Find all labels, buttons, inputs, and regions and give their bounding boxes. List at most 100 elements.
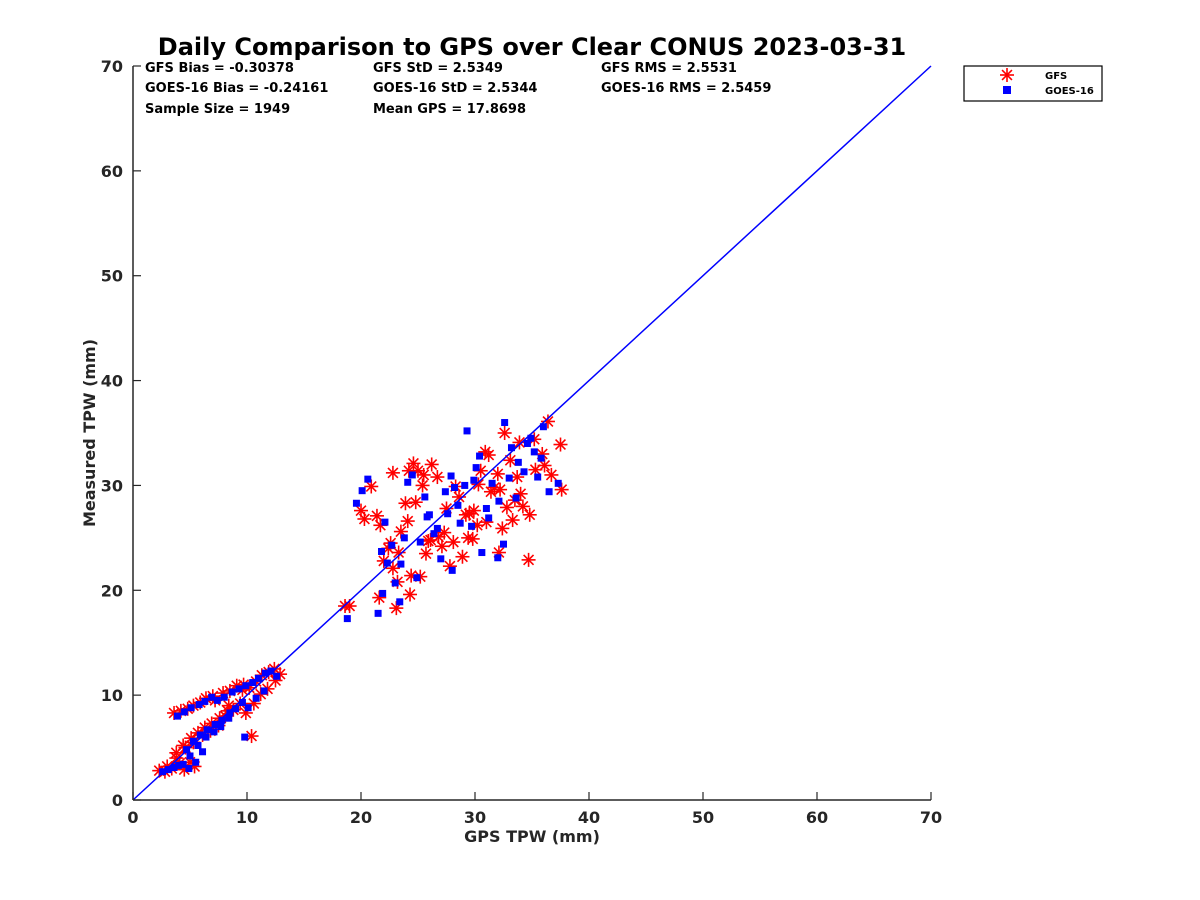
goes16-point bbox=[252, 694, 260, 702]
y-tick-label: 30 bbox=[101, 476, 123, 495]
goes16-point bbox=[494, 554, 502, 562]
goes16-point bbox=[396, 598, 404, 606]
goes16-point bbox=[400, 534, 408, 542]
goes16-point bbox=[254, 674, 262, 682]
x-tick-label: 50 bbox=[692, 808, 714, 827]
gfs-point bbox=[544, 467, 559, 482]
gfs-point bbox=[415, 478, 430, 493]
gfs-point bbox=[515, 499, 530, 514]
x-tick-label: 60 bbox=[806, 808, 828, 827]
goes16-point bbox=[512, 494, 520, 502]
goes16-point bbox=[189, 737, 197, 745]
goes16-point bbox=[391, 579, 399, 587]
gfs-point bbox=[385, 465, 400, 480]
goes16-point bbox=[495, 497, 503, 505]
goes16-point bbox=[383, 559, 391, 567]
gfs-rms-text: GFS RMS = 2.5531 bbox=[601, 61, 737, 76]
goes16-point bbox=[530, 448, 538, 456]
y-tick-label: 60 bbox=[101, 162, 123, 181]
goes16-point bbox=[454, 501, 462, 509]
goes16-point bbox=[352, 499, 360, 507]
x-tick-label: 20 bbox=[350, 808, 372, 827]
goes16-point bbox=[520, 468, 528, 476]
x-tick-labels: 0 10 20 30 40 50 60 70 bbox=[127, 792, 942, 827]
goes16-point bbox=[159, 768, 167, 776]
goes16-point bbox=[444, 510, 452, 518]
goes16-point bbox=[447, 472, 455, 480]
goes16-point bbox=[242, 682, 250, 690]
goes16-point bbox=[539, 423, 547, 431]
goes16-point bbox=[358, 487, 366, 495]
gfs-point bbox=[490, 466, 505, 481]
goes16-point bbox=[244, 704, 252, 712]
goes16-point bbox=[554, 479, 562, 487]
goes16-point bbox=[470, 476, 478, 484]
goes16-point bbox=[226, 709, 234, 717]
goes16-point bbox=[505, 474, 513, 482]
goes16-point bbox=[194, 741, 202, 749]
y-tick-label: 50 bbox=[101, 267, 123, 286]
y-tick-labels: 0 10 20 30 40 50 60 70 bbox=[101, 57, 141, 810]
goes16-point bbox=[179, 760, 187, 768]
gfs-bias-text: GFS Bias = -0.30378 bbox=[145, 61, 294, 76]
legend-goes16-label: GOES-16 bbox=[1045, 86, 1094, 97]
goes16-point bbox=[267, 667, 275, 675]
goes16-point bbox=[397, 560, 405, 568]
y-tick-label: 40 bbox=[101, 372, 123, 391]
goes16-point bbox=[381, 518, 389, 526]
goes16-point bbox=[183, 746, 191, 754]
gfs-point bbox=[408, 495, 423, 510]
y-axis-label: Measured TPW (mm) bbox=[80, 339, 99, 527]
gfs-point bbox=[430, 470, 445, 485]
goes16-point bbox=[228, 688, 236, 696]
goes16-point bbox=[408, 471, 416, 479]
goes16-point bbox=[186, 752, 194, 760]
goes16-point bbox=[404, 478, 412, 486]
axes bbox=[132, 66, 931, 801]
legend-gfs-marker bbox=[1000, 68, 1014, 82]
gfs-point bbox=[493, 482, 508, 497]
goes16-point bbox=[378, 547, 386, 555]
gfs-point bbox=[452, 489, 467, 504]
gfs-point bbox=[406, 456, 421, 471]
goes16-point bbox=[463, 427, 471, 435]
goes16-point bbox=[437, 555, 445, 563]
goes16-point bbox=[425, 511, 433, 519]
goes16-point bbox=[374, 609, 382, 617]
goes16-point bbox=[187, 704, 195, 712]
legend-box bbox=[963, 65, 1103, 102]
gfs-point bbox=[391, 545, 406, 560]
legend-goes16-marker bbox=[1003, 86, 1011, 94]
y-tick-label: 0 bbox=[112, 791, 123, 810]
goes16-point bbox=[192, 758, 200, 766]
goes16-point bbox=[482, 504, 490, 512]
goes16-point bbox=[545, 488, 553, 496]
gfs-point bbox=[455, 549, 470, 564]
goes16-point bbox=[175, 761, 183, 769]
goes16-point bbox=[260, 687, 268, 695]
gfs-point bbox=[521, 552, 536, 567]
goes16-point bbox=[238, 698, 246, 706]
goes16-point bbox=[416, 538, 424, 546]
gfs-point bbox=[446, 535, 461, 550]
goes16-point bbox=[448, 566, 456, 574]
gfs-point bbox=[505, 513, 520, 528]
goes16-point bbox=[201, 697, 209, 705]
goes16-point bbox=[196, 731, 204, 739]
goes16-point bbox=[456, 519, 464, 527]
chart-title: Daily Comparison to GPS over Clear CONUS… bbox=[158, 33, 906, 61]
x-tick-label: 40 bbox=[578, 808, 600, 827]
goes16-point bbox=[249, 679, 257, 687]
goes16-point bbox=[203, 726, 211, 734]
goes16-point bbox=[388, 541, 396, 549]
x-tick-label: 0 bbox=[127, 808, 138, 827]
goes16-point bbox=[461, 481, 469, 489]
goes16-point bbox=[220, 693, 228, 701]
goes16-point bbox=[514, 458, 522, 466]
gfs-point bbox=[424, 457, 439, 472]
gfs-point bbox=[522, 507, 537, 522]
x-tick-label: 10 bbox=[236, 808, 258, 827]
gfs-point bbox=[403, 587, 418, 602]
gfs-point bbox=[495, 521, 510, 536]
gfs-point bbox=[244, 729, 259, 744]
